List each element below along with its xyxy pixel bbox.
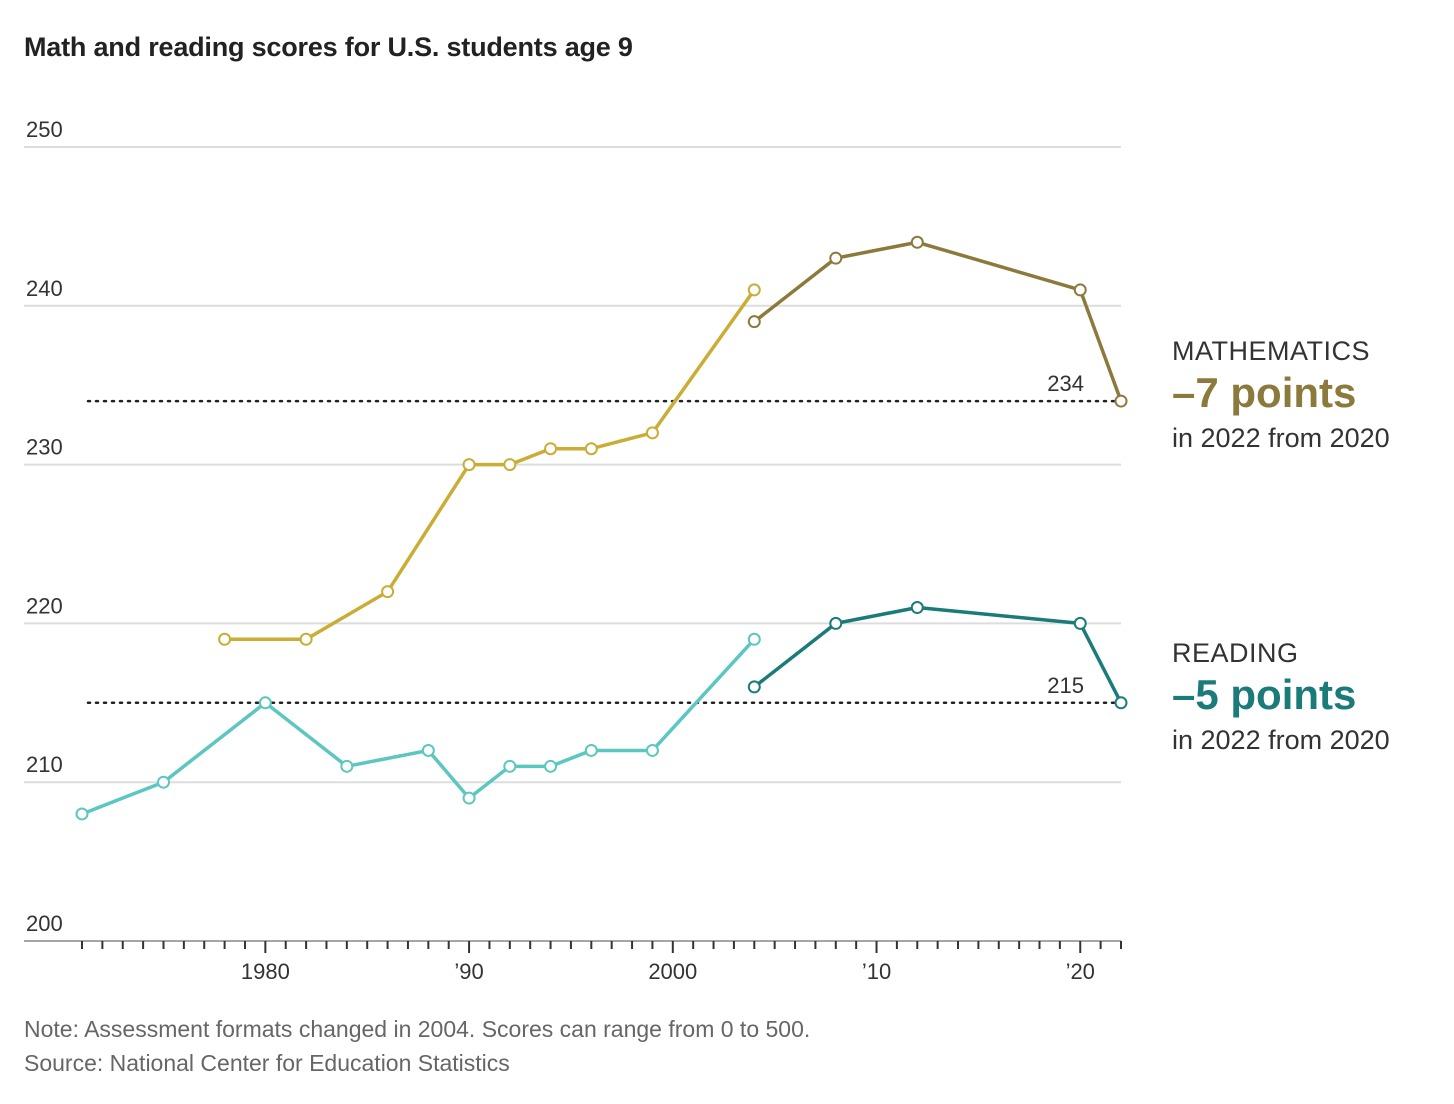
point-math_new-2012 bbox=[910, 235, 924, 249]
point-math_old-1978 bbox=[218, 632, 232, 646]
point-reading_old-1971 bbox=[75, 807, 89, 821]
y-tick-label-240: 240 bbox=[26, 276, 63, 301]
point-math_new-2022 bbox=[1114, 394, 1128, 408]
point-reading_new-2004 bbox=[747, 680, 761, 694]
point-math_new-2004 bbox=[747, 315, 761, 329]
x-tick-label-2000: 2000 bbox=[648, 959, 697, 984]
y-tick-label-210: 210 bbox=[26, 752, 63, 777]
gridlines bbox=[24, 146, 1121, 784]
point-reading_old-1975 bbox=[156, 775, 170, 789]
reference-lines: 234 215 bbox=[86, 371, 1123, 705]
line-chart: 200 210 220 230 240 250 234 215 1980 ’90 2000 ’10… bbox=[24, 117, 1128, 984]
chart-title: Math and reading scores for U.S. student… bbox=[24, 32, 633, 62]
y-axis-labels: 200 210 220 230 240 250 bbox=[26, 117, 63, 936]
point-reading_new-2012 bbox=[910, 601, 924, 615]
point-reading_old-1994 bbox=[544, 759, 558, 773]
point-math_old-1990 bbox=[462, 458, 476, 472]
reading-callout-label: READING bbox=[1172, 638, 1299, 668]
x-axis: 1980 ’90 2000 ’10 ’20 bbox=[24, 940, 1122, 984]
math-callout: MATHEMATICS –7 points in 2022 from 2020 bbox=[1172, 336, 1390, 454]
point-math_new-2008 bbox=[829, 251, 843, 265]
math-callout-change: –7 points bbox=[1172, 369, 1357, 416]
point-math_old-1996 bbox=[584, 442, 598, 456]
y-tick-label-220: 220 bbox=[26, 593, 63, 618]
point-reading_old-1992 bbox=[503, 759, 517, 773]
point-reading_new-2008 bbox=[829, 616, 843, 630]
x-tick-label-2020: ’20 bbox=[1066, 959, 1095, 984]
math-callout-label: MATHEMATICS bbox=[1172, 336, 1370, 366]
reading-callout-change: –5 points bbox=[1172, 671, 1357, 718]
series-points bbox=[75, 235, 1128, 821]
point-math_new-2020 bbox=[1073, 283, 1087, 297]
x-tick-label-1990: ’90 bbox=[454, 959, 483, 984]
point-reading_old-1996 bbox=[584, 743, 598, 757]
y-tick-label-200: 200 bbox=[26, 911, 63, 936]
point-reading_old-1980 bbox=[258, 696, 272, 710]
reference-label-math: 234 bbox=[1047, 371, 1084, 396]
point-math_old-1986 bbox=[381, 585, 395, 599]
point-math_old-1999 bbox=[645, 426, 659, 440]
x-tick-label-2010: ’10 bbox=[862, 959, 891, 984]
y-tick-label-250: 250 bbox=[26, 117, 63, 142]
point-reading_new-2022 bbox=[1114, 696, 1128, 710]
reading-callout: READING –5 points in 2022 from 2020 bbox=[1172, 638, 1390, 756]
y-tick-label-230: 230 bbox=[26, 435, 63, 460]
reference-label-reading: 215 bbox=[1047, 673, 1084, 698]
chart-source: Source: National Center for Education St… bbox=[24, 1050, 510, 1076]
math-callout-since: in 2022 from 2020 bbox=[1172, 423, 1390, 453]
point-reading_old-1999 bbox=[645, 743, 659, 757]
reading-callout-since: in 2022 from 2020 bbox=[1172, 725, 1390, 755]
point-reading_old-1988 bbox=[421, 743, 435, 757]
point-math_old-2004 bbox=[747, 283, 761, 297]
point-math_old-1982 bbox=[299, 632, 313, 646]
point-reading_old-1984 bbox=[340, 759, 354, 773]
series-lines bbox=[81, 240, 1123, 816]
x-tick-label-1980: 1980 bbox=[241, 959, 290, 984]
series-line-reading_old bbox=[81, 638, 756, 816]
point-reading_old-1990 bbox=[462, 791, 476, 805]
point-reading_old-2004 bbox=[747, 632, 761, 646]
point-math_old-1994 bbox=[544, 442, 558, 456]
chart-note: Note: Assessment formats changed in 2004… bbox=[24, 1016, 811, 1042]
point-reading_new-2020 bbox=[1073, 616, 1087, 630]
point-math_old-1992 bbox=[503, 458, 517, 472]
